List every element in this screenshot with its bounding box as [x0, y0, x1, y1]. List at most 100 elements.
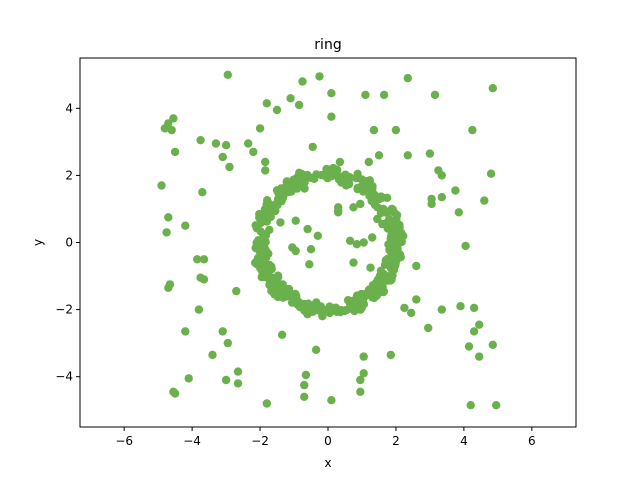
data-point — [165, 280, 175, 289]
data-point — [456, 302, 465, 311]
data-point — [359, 300, 369, 309]
data-point — [400, 303, 409, 313]
data-point — [184, 374, 193, 383]
data-point — [268, 275, 277, 284]
data-point — [277, 188, 286, 197]
data-point — [376, 280, 386, 289]
data-point — [261, 157, 270, 167]
x-tick-label: 2 — [392, 434, 400, 448]
data-point — [181, 221, 190, 230]
data-point — [272, 105, 282, 115]
data-point — [267, 204, 277, 213]
data-point — [466, 401, 475, 410]
data-point — [364, 157, 373, 167]
data-point — [373, 214, 382, 224]
data-point — [261, 238, 270, 247]
data-point — [233, 367, 243, 376]
data-point — [437, 171, 446, 180]
data-point — [349, 298, 359, 307]
data-point — [181, 327, 190, 336]
data-point — [170, 147, 180, 157]
data-point — [359, 369, 368, 378]
data-point — [277, 330, 287, 339]
x-tick-label: 6 — [528, 434, 536, 448]
data-point — [396, 253, 405, 262]
data-point — [368, 233, 377, 242]
data-point — [193, 255, 202, 264]
data-point — [486, 169, 496, 178]
data-point — [334, 208, 343, 217]
data-point — [218, 327, 227, 336]
data-point — [349, 203, 358, 212]
data-point — [300, 392, 309, 401]
data-point — [313, 231, 322, 240]
data-point — [329, 163, 338, 173]
data-point — [391, 125, 401, 135]
data-point — [256, 218, 265, 228]
data-point — [464, 342, 474, 351]
data-point — [387, 231, 396, 240]
data-point — [356, 375, 365, 385]
data-point — [303, 224, 312, 234]
data-point — [261, 166, 270, 175]
data-point — [366, 263, 375, 272]
data-point — [488, 340, 497, 349]
data-point — [305, 260, 314, 269]
data-point — [256, 227, 265, 236]
data-point — [368, 182, 377, 191]
data-point — [196, 136, 205, 145]
data-point — [251, 258, 260, 267]
data-point — [356, 199, 365, 209]
data-points — [157, 70, 501, 410]
x-tick-label: 0 — [324, 434, 332, 448]
data-point — [157, 181, 166, 190]
data-point — [403, 151, 412, 160]
data-point — [333, 305, 342, 314]
data-point — [199, 255, 209, 264]
data-point — [251, 243, 260, 253]
data-point — [278, 291, 287, 300]
data-point — [322, 172, 331, 182]
data-point — [454, 208, 463, 217]
data-point — [430, 90, 440, 100]
data-point — [349, 258, 358, 267]
data-point — [327, 112, 336, 121]
y-tick-label: −2 — [55, 303, 73, 317]
y-tick-label: 4 — [65, 101, 73, 115]
data-point — [306, 245, 316, 254]
data-point — [257, 254, 266, 263]
data-point — [407, 308, 416, 318]
x-axis-label: x — [324, 456, 331, 470]
data-point — [371, 191, 380, 201]
data-point — [249, 147, 258, 157]
data-point — [275, 196, 284, 205]
data-point — [353, 183, 362, 193]
data-point — [475, 320, 484, 329]
data-point — [353, 169, 362, 179]
data-point — [311, 345, 321, 354]
data-point — [412, 295, 421, 304]
axis-ticks: −6 −4 −2 0 2 4 6 −4 −2 0 2 4 — [55, 101, 535, 448]
data-point — [345, 236, 355, 245]
data-point — [315, 72, 324, 81]
data-point — [291, 246, 300, 256]
data-point — [492, 401, 501, 410]
data-point — [300, 380, 309, 390]
data-point — [342, 305, 351, 315]
data-point — [350, 306, 359, 316]
data-point — [306, 173, 315, 182]
data-point — [257, 266, 267, 276]
chart-title: ring — [314, 37, 341, 53]
data-point — [480, 196, 489, 205]
data-point — [170, 389, 180, 398]
data-point — [362, 180, 371, 189]
data-point — [320, 306, 329, 315]
data-point — [198, 188, 207, 197]
data-point — [225, 162, 234, 172]
data-point — [262, 99, 271, 108]
x-tick-label: −2 — [251, 434, 269, 448]
data-point — [335, 157, 345, 167]
data-point — [164, 213, 173, 222]
data-point — [451, 186, 460, 195]
